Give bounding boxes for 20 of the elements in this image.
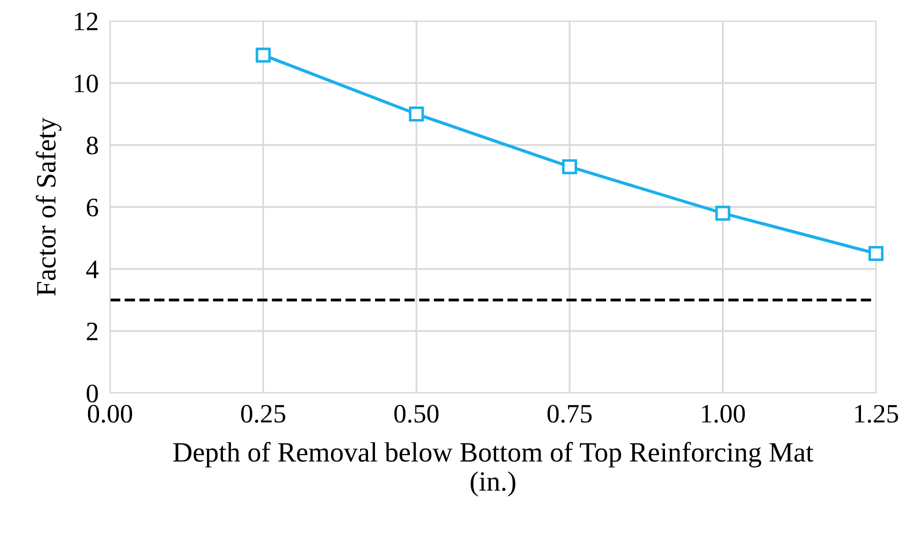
x-tick-label: 0.50 — [394, 404, 438, 423]
y-tick-label: 12 — [74, 12, 98, 30]
y-tick-label: 2 — [86, 322, 98, 340]
point — [868, 246, 884, 261]
y-tick-label: 0 — [86, 384, 98, 402]
x-axis-title: Depth of Removal below Bottom of Top Reinforcing Mat (in.) — [173, 442, 814, 497]
y-tick-label: 10 — [74, 74, 98, 92]
x-tick-label: 1.25 — [855, 404, 898, 423]
x-tick-label: 1.00 — [702, 404, 745, 423]
x-tick-label: 0.75 — [548, 404, 592, 423]
y-axis-title: Factor of Safety — [36, 118, 62, 296]
x-tick-label: 0.25 — [241, 404, 286, 423]
y-tick-label: 4 — [86, 260, 98, 278]
point — [256, 48, 271, 63]
point — [715, 206, 730, 221]
point — [562, 159, 578, 174]
y-tick-label: 6 — [86, 198, 98, 216]
y-tick-label: 8 — [86, 136, 98, 154]
point — [408, 106, 424, 122]
x-tick-label: 0.00 — [88, 404, 132, 423]
